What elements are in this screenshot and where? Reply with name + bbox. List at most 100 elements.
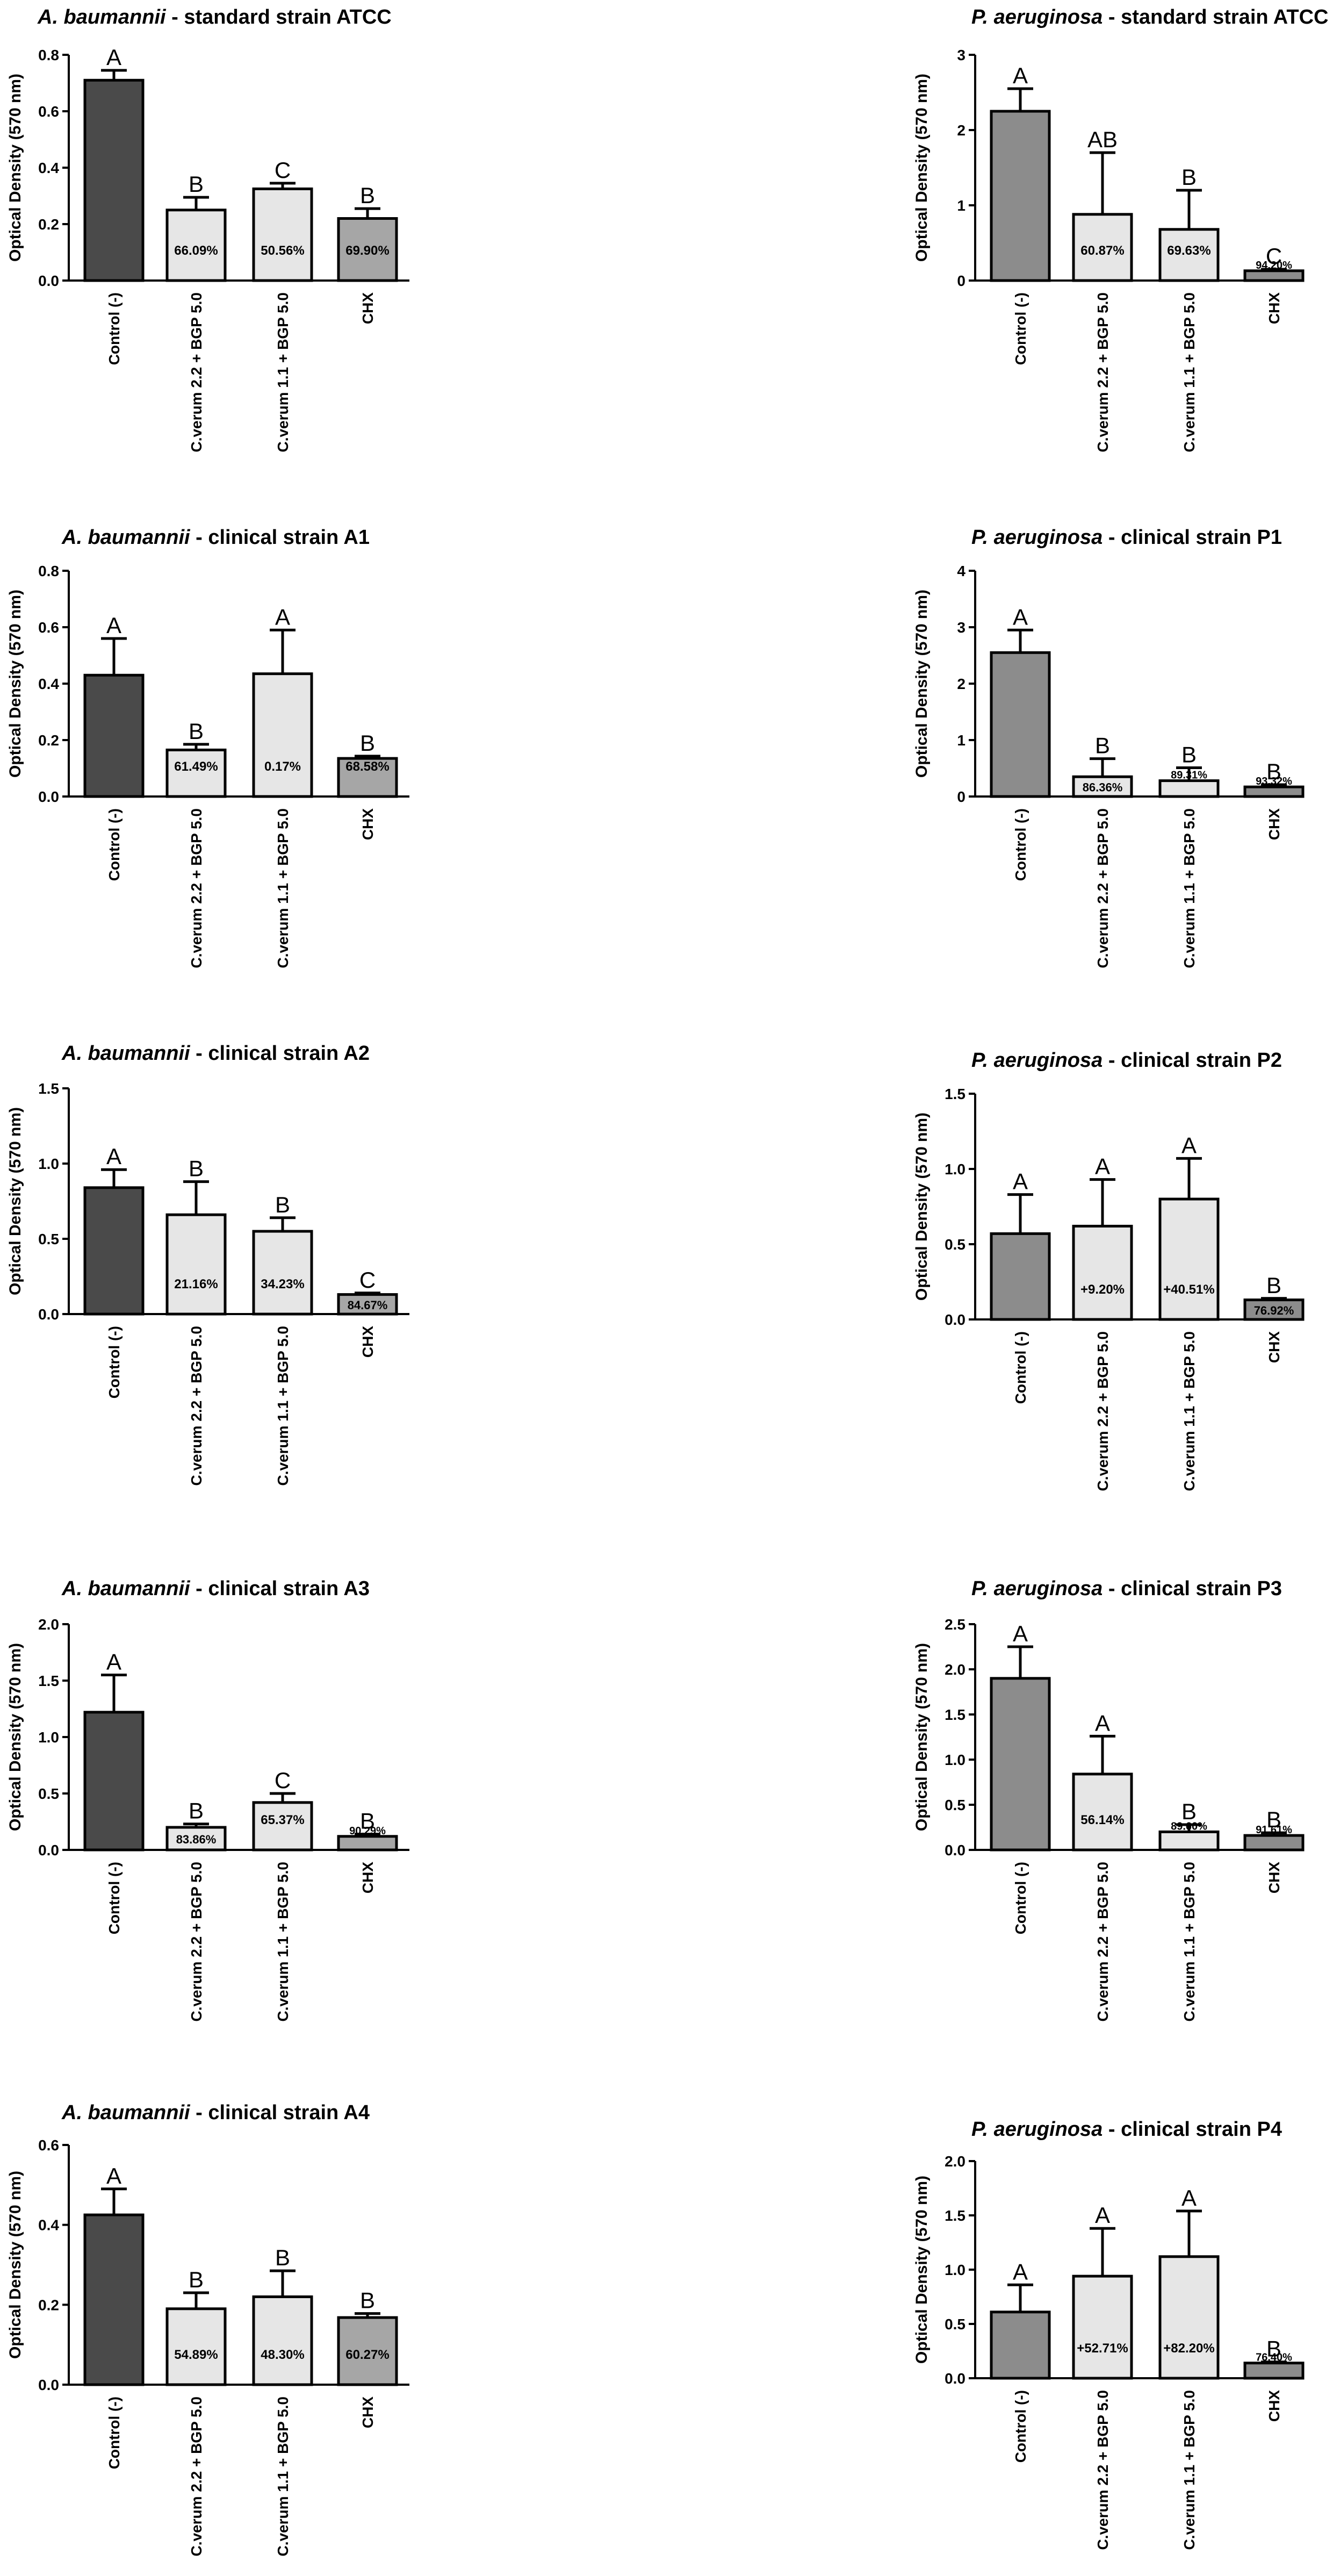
significance-letter: B [189, 1156, 204, 1181]
percent-label: 0.17% [264, 759, 301, 774]
bar [252, 187, 313, 282]
significance-letter: A [1013, 2259, 1028, 2284]
y-axis-label: Optical Density (570 nm) [913, 1113, 931, 1301]
x-tick-label: C.verum 1.1 + BGP 5.0 [275, 1326, 291, 1486]
x-tick-label: C.verum 1.1 + BGP 5.0 [275, 1862, 291, 2022]
chart-title: P. aeruginosa - standard strain ATCC [971, 6, 1328, 28]
y-tick-label: 0.0 [38, 788, 59, 805]
bar [1243, 1834, 1305, 1852]
chart-title: P. aeruginosa - clinical strain P3 [971, 1577, 1282, 1600]
significance-letter: B [275, 2245, 290, 2270]
y-tick-label: 1.0 [945, 1161, 965, 1178]
y-tick-label: 0.5 [38, 1231, 59, 1247]
bar [990, 651, 1051, 798]
chart-panel-7: A. baumannii - clinical strain A3 Optical… [6, 1577, 409, 2022]
chart-panel-5: A. baumannii - clinical strain A2 Optical… [6, 1042, 409, 1486]
significance-letter: A [106, 2163, 121, 2188]
x-tick-label: CHX [359, 1862, 376, 1893]
significance-letter: B [360, 183, 375, 208]
x-tick-label: CHX [1266, 1331, 1282, 1363]
y-tick-label: 0.5 [945, 1236, 965, 1253]
x-tick-label: Control (-) [1012, 2390, 1029, 2463]
significance-letter: B [189, 1798, 204, 1824]
chart-title-organism: P. aeruginosa [971, 1577, 1103, 1600]
percent-label: 94.20% [1256, 260, 1292, 271]
bar [1243, 269, 1305, 282]
bar [1243, 1298, 1305, 1321]
x-tick-label: Control (-) [106, 808, 123, 881]
x-tick-label: Control (-) [106, 1862, 123, 1934]
significance-letter: A [1095, 1154, 1110, 1179]
y-tick-label: 0.0 [945, 1311, 965, 1328]
x-tick-label: CHX [1266, 808, 1282, 840]
chart-panel-4: P. aeruginosa - clinical strain P1 Optica… [913, 526, 1305, 968]
bar [1158, 1197, 1220, 1321]
bar [1072, 775, 1133, 798]
y-tick-label: 1.5 [945, 1706, 965, 1723]
y-tick-label: 0 [957, 272, 965, 289]
x-tick-label: C.verum 1.1 + BGP 5.0 [1181, 1331, 1198, 1491]
chart-panel-8: P. aeruginosa - clinical strain P3 Optica… [913, 1577, 1305, 2022]
chart-title-strain: - clinical strain P1 [1103, 526, 1282, 549]
significance-letter: A [106, 45, 121, 70]
x-tick-label: C.verum 2.2 + BGP 5.0 [188, 1862, 205, 2022]
x-tick-label: C.verum 2.2 + BGP 5.0 [1094, 808, 1111, 968]
y-tick-label: 2.0 [945, 1661, 965, 1678]
significance-letter: B [1181, 1799, 1197, 1824]
y-tick-label: 0.0 [38, 2377, 59, 2393]
y-tick-label: 2.5 [945, 1616, 965, 1633]
y-axis-label: Optical Density (570 nm) [913, 590, 931, 778]
y-tick-label: 0.6 [38, 2137, 59, 2154]
significance-letter: B [360, 1809, 375, 1834]
x-tick-label: C.verum 1.1 + BGP 5.0 [275, 808, 291, 968]
x-tick-label: C.verum 1.1 + BGP 5.0 [1181, 292, 1198, 453]
chart-title: A. baumannii - clinical strain A2 [61, 1042, 370, 1065]
x-tick-label: CHX [1266, 1862, 1282, 1893]
y-tick-label: 0.5 [945, 2316, 965, 2333]
significance-letter: B [1266, 1807, 1281, 1832]
y-tick-label: 0.2 [38, 2297, 59, 2313]
chart-title-organism: A. baumannii [37, 6, 167, 28]
percent-label: 21.16% [174, 1277, 218, 1291]
x-tick-label: C.verum 2.2 + BGP 5.0 [188, 808, 205, 968]
significance-letter: C [1266, 243, 1282, 269]
chart-title: A. baumannii - clinical strain A4 [61, 2101, 370, 2124]
x-tick-label: C.verum 1.1 + BGP 5.0 [275, 292, 291, 453]
chart-title: A. baumannii - clinical strain A1 [61, 526, 370, 549]
bar [1158, 779, 1220, 798]
bar [1072, 213, 1133, 282]
bar [1243, 785, 1305, 798]
x-tick-label: C.verum 1.1 + BGP 5.0 [1181, 1862, 1198, 2022]
y-tick-label: 1.0 [38, 1729, 59, 1746]
chart-title: P. aeruginosa - clinical strain P2 [971, 1049, 1282, 1072]
y-tick-label: 2.0 [945, 2153, 965, 2170]
bar [83, 1186, 145, 1316]
bar [1158, 2255, 1220, 2380]
bar [1072, 2274, 1133, 2380]
chart-title-strain: - clinical strain P2 [1103, 1049, 1282, 1072]
percent-label: 89.60% [1171, 1820, 1207, 1832]
x-tick-label: Control (-) [1012, 1862, 1029, 1934]
y-axis-label: Optical Density (570 nm) [913, 1643, 931, 1831]
significance-letter: A [1013, 604, 1028, 629]
bar [252, 1230, 313, 1316]
bar [990, 110, 1051, 282]
percent-label: 54.89% [174, 2348, 218, 2362]
chart-panel-1: A. baumannii - standard strain ATCC Optic… [6, 6, 409, 453]
chart-title: P. aeruginosa - clinical strain P1 [971, 526, 1282, 549]
chart-title: A. baumannii - standard strain ATCC [37, 6, 392, 28]
significance-letter: A [275, 604, 290, 629]
chart-title-strain: - standard strain ATCC [1103, 6, 1328, 28]
y-tick-label: 3 [957, 619, 965, 636]
x-tick-label: CHX [359, 1326, 376, 1358]
bar [990, 1232, 1051, 1321]
y-tick-label: 0.0 [38, 1842, 59, 1859]
bar [165, 1826, 227, 1852]
chart-title-organism: A. baumannii [61, 1577, 191, 1600]
percent-label: 66.09% [174, 243, 218, 258]
x-tick-label: Control (-) [106, 292, 123, 365]
significance-letter: B [1266, 2336, 1281, 2362]
significance-letter: C [275, 1768, 291, 1793]
y-tick-label: 1.5 [38, 1673, 59, 1689]
